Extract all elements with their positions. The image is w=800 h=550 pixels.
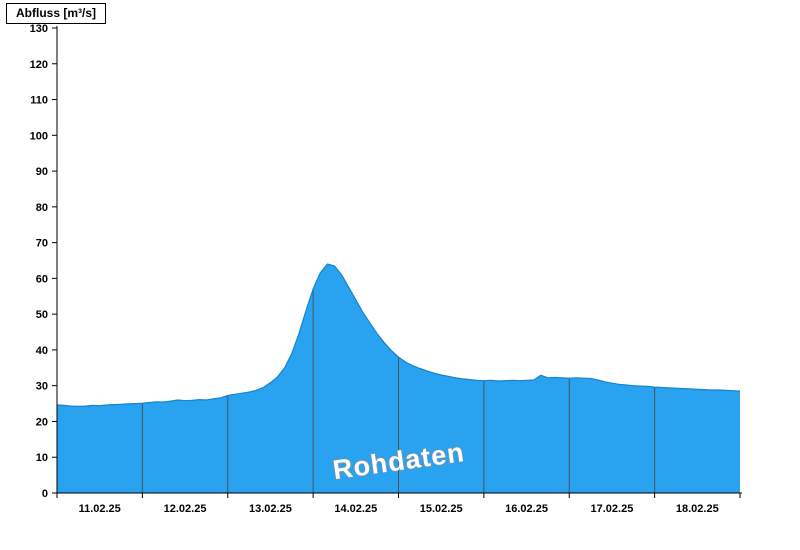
x-tick-label: 18.02.25 (676, 503, 719, 515)
x-tick-label: 11.02.25 (79, 503, 121, 515)
y-tick-label: 120 (30, 59, 48, 71)
y-tick-label: 110 (30, 95, 48, 107)
y-tick-label: 70 (36, 238, 48, 250)
y-tick-label: 10 (36, 452, 48, 464)
y-tick-label: 130 (30, 23, 48, 35)
x-tick-label: 17.02.25 (591, 503, 634, 515)
x-tick-label: 14.02.25 (334, 503, 377, 515)
x-tick-label: 13.02.25 (249, 503, 292, 515)
area-series-line (56, 263, 741, 408)
y-tick-label: 20 (36, 416, 48, 428)
axes (56, 26, 742, 494)
y-axis-ticks: 0 10 20 30 40 50 60 70 80 90 100 110 120 130 (30, 23, 57, 500)
y-tick-label: 50 (36, 309, 48, 321)
x-tick-label: 12.02.25 (164, 503, 207, 515)
y-tick-label: 40 (36, 345, 48, 357)
y-tick-label: 30 (36, 381, 48, 393)
y-axis-title: Abfluss [m³/s] (6, 3, 107, 24)
y-tick-label: 90 (36, 166, 48, 178)
x-axis-ticks: 11.02.25 12.02.25 13.02.25 14.02.25 15.02.25… (56, 493, 741, 515)
day-gridlines (141, 264, 656, 493)
y-tick-label: 100 (30, 130, 48, 142)
y-tick-label: 0 (42, 488, 48, 500)
x-tick-label: 15.02.25 (420, 503, 463, 515)
y-tick-label: 80 (36, 202, 48, 214)
y-tick-label: 60 (36, 273, 48, 285)
x-tick-label: 16.02.25 (505, 503, 548, 515)
